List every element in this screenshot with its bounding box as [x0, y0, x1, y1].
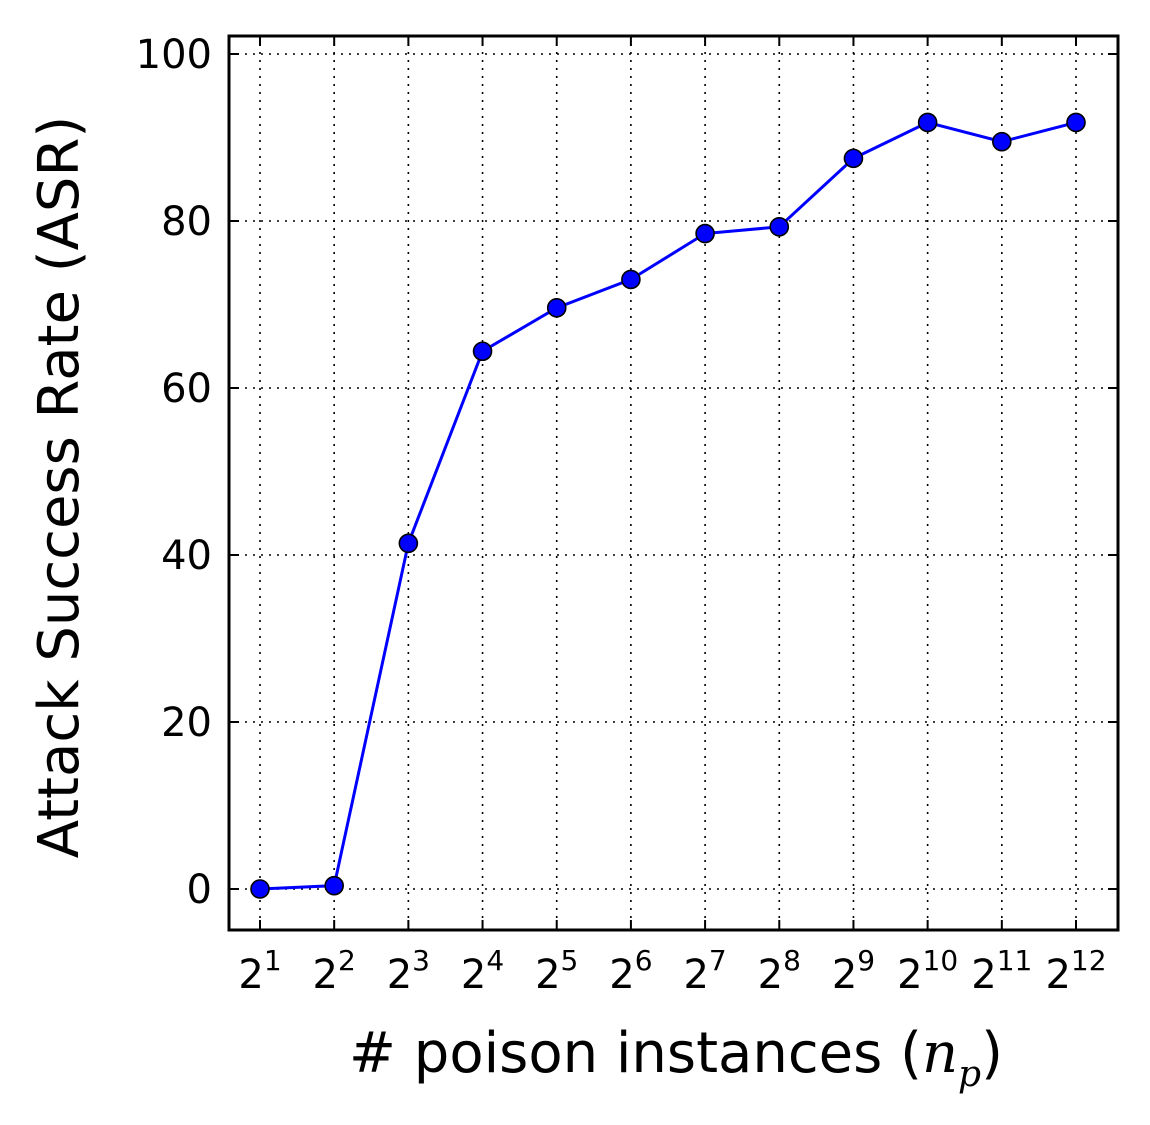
x-axis-label-math-sub: p — [958, 1054, 981, 1095]
y-tick-label: 100 — [136, 32, 212, 78]
y-tick-label: 80 — [161, 199, 212, 245]
x-axis-label-math: n — [922, 1021, 958, 1086]
x-tick-label: 210 — [897, 944, 958, 998]
x-tick-label: 212 — [1045, 944, 1106, 998]
tick-marks — [229, 36, 1118, 930]
x-axis-label-paren-open: ( — [900, 1021, 922, 1086]
data-point — [546, 298, 567, 318]
plot-frame — [227, 34, 1120, 932]
x-tick-label: 28 — [758, 944, 801, 998]
data-point — [917, 112, 938, 133]
x-tick-labels: 21 22 23 24 25 26 27 28 29 210 211 212 — [238, 944, 1106, 998]
x-tick-label: 21 — [238, 944, 281, 998]
x-axis-label-paren-close: ) — [981, 1021, 1003, 1086]
x-tick-label: 25 — [535, 944, 578, 998]
x-axis-label-text: # poison instances — [349, 1021, 882, 1086]
x-tick-label: 211 — [971, 944, 1032, 998]
x-tick-label: 27 — [683, 944, 726, 998]
data-point — [1066, 112, 1086, 133]
data-point — [695, 223, 715, 244]
x-tick-label: 22 — [313, 944, 356, 998]
data-point — [843, 148, 864, 169]
data-point — [398, 533, 419, 554]
y-tick-label: 60 — [161, 366, 212, 412]
x-tick-label: 29 — [832, 944, 875, 998]
series-line — [259, 120, 1077, 891]
grid — [229, 36, 1118, 930]
data-points — [250, 112, 1086, 899]
data-point — [992, 131, 1012, 152]
y-tick-labels: 0 20 40 60 80 100 — [136, 32, 212, 913]
x-axis-label: # poison instances (np) — [349, 1021, 1003, 1095]
y-axis-label: Attack Success Rate (ASR) — [27, 116, 92, 858]
data-point — [250, 879, 270, 899]
x-tick-label: 26 — [609, 944, 652, 998]
data-point — [324, 875, 344, 896]
data-point — [621, 269, 641, 290]
series-asr — [259, 120, 1077, 891]
x-tick-label: 24 — [461, 944, 504, 998]
y-tick-label: 0 — [187, 867, 212, 913]
x-tick-label: 23 — [387, 944, 430, 998]
data-point — [472, 341, 493, 362]
y-tick-label: 40 — [161, 533, 212, 579]
y-tick-label: 20 — [161, 700, 212, 746]
data-point — [769, 217, 790, 237]
